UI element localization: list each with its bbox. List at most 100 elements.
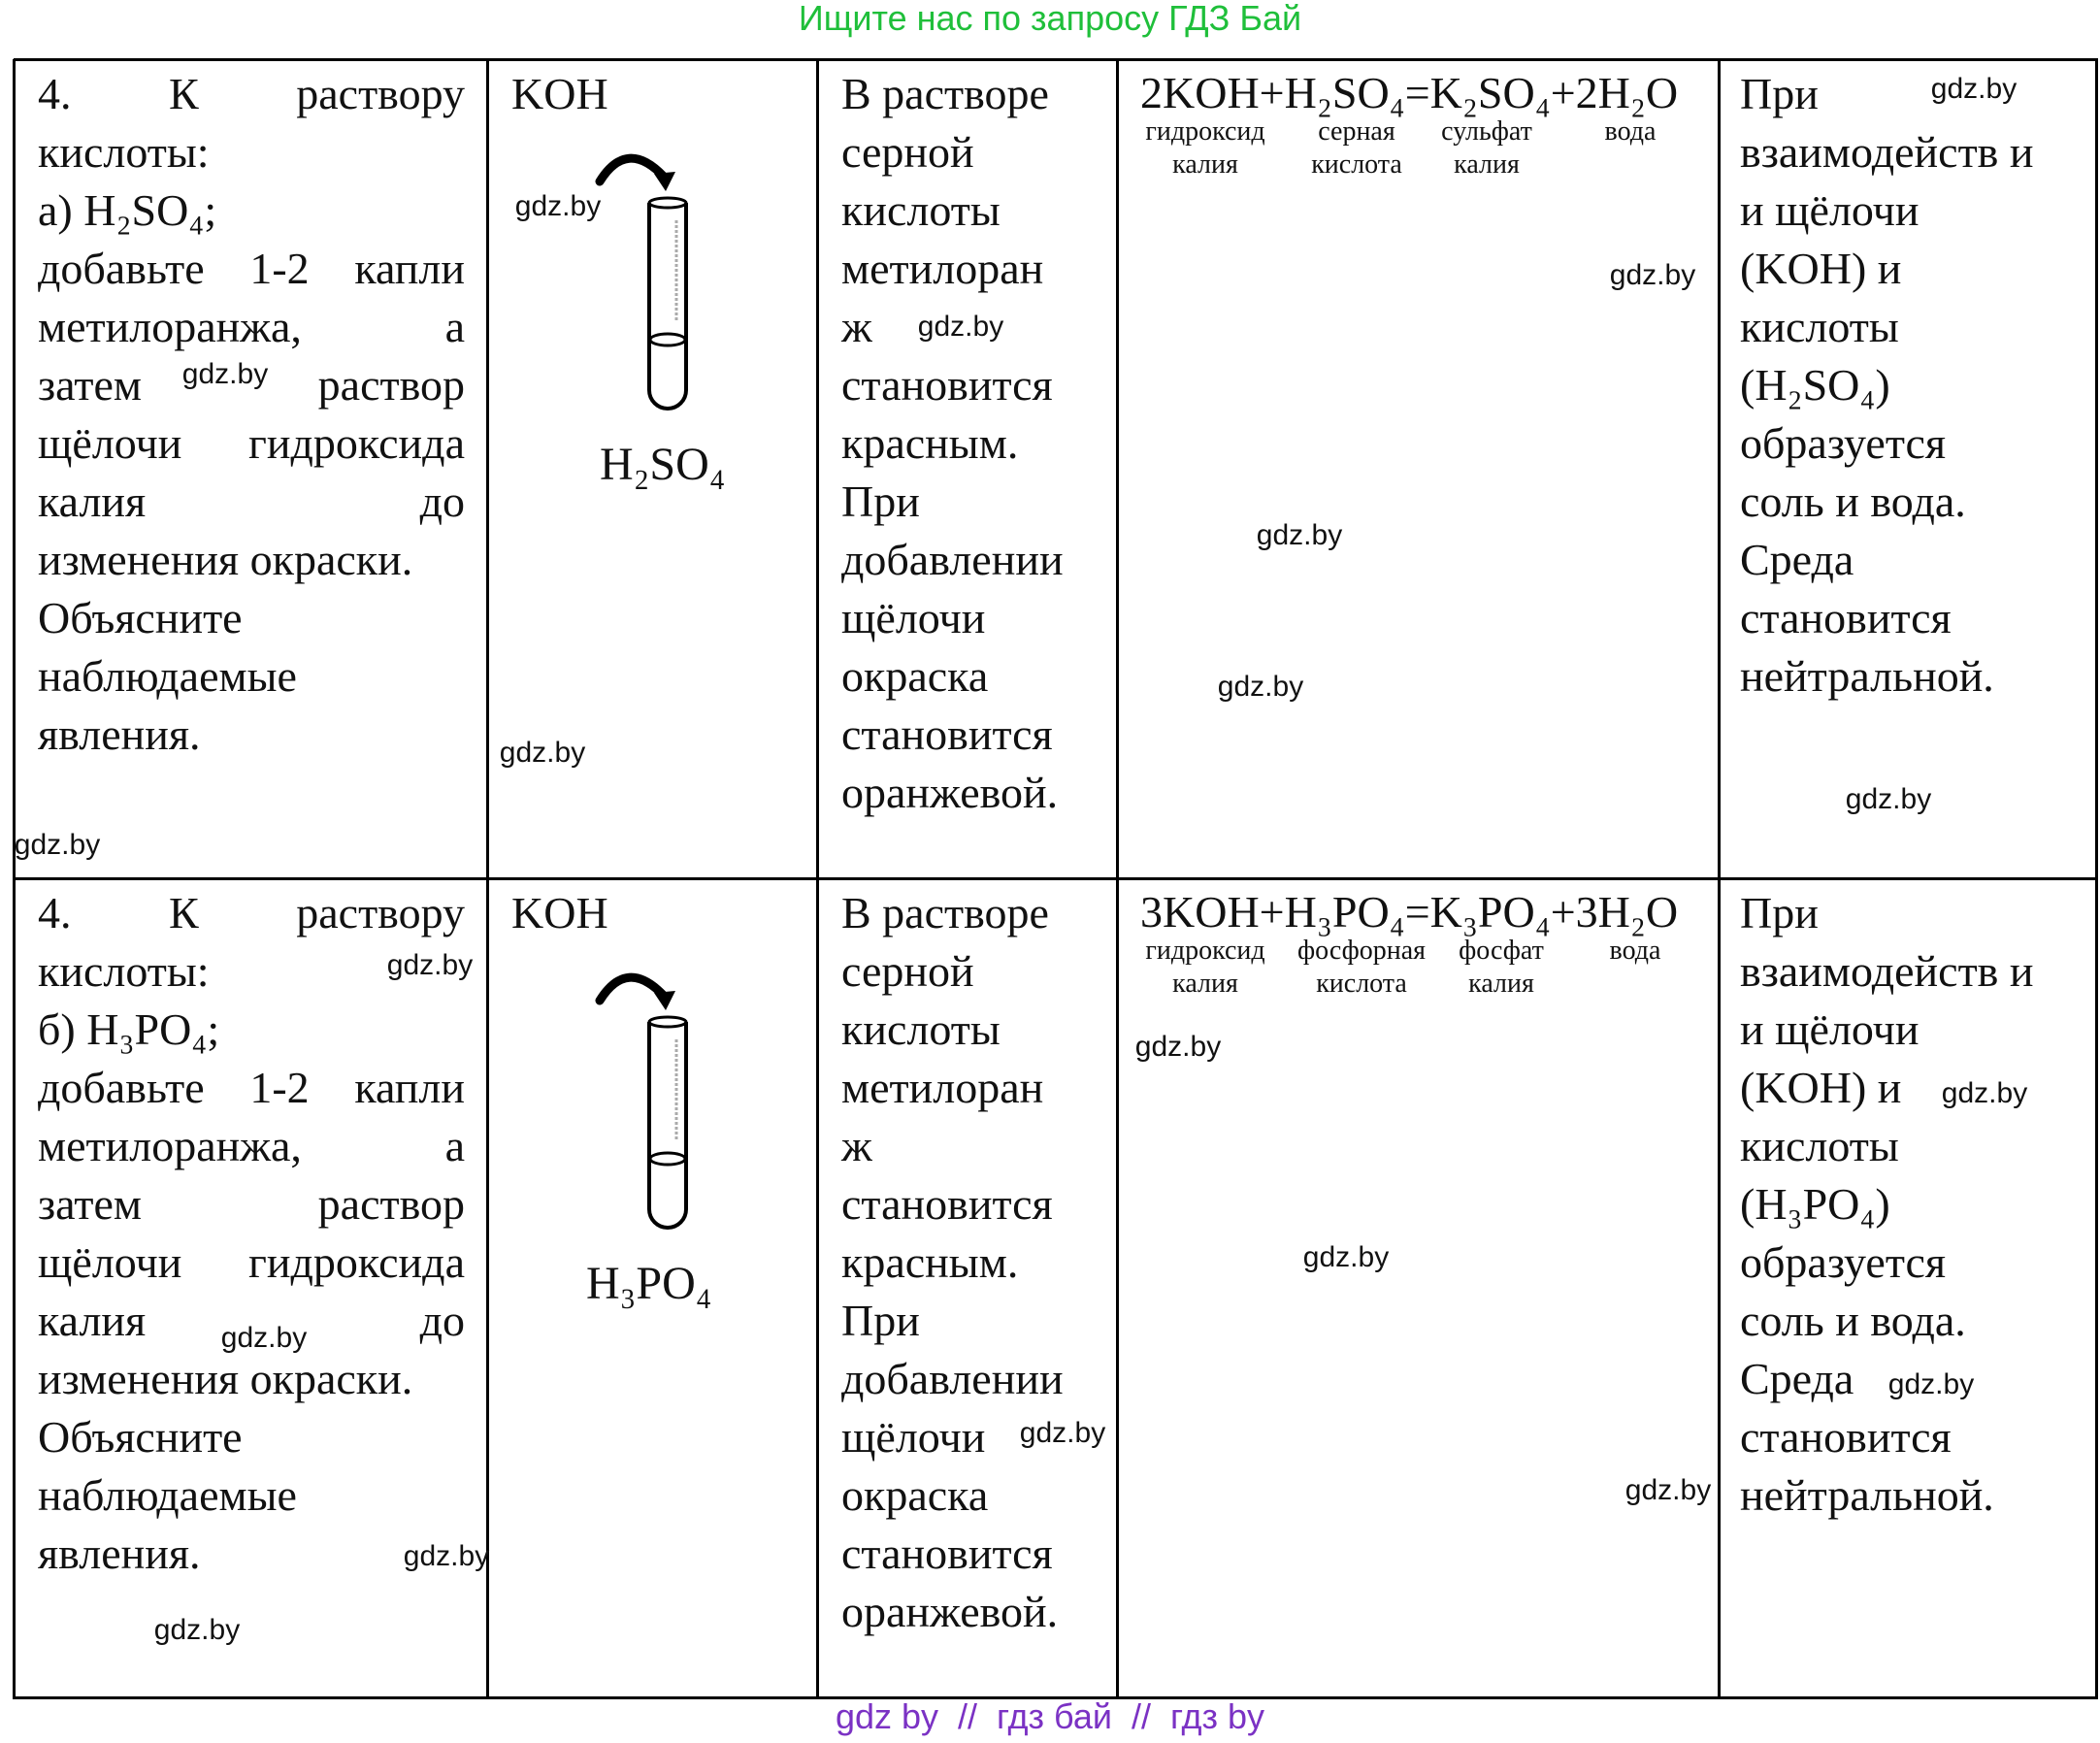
text-line: (KOH) и xyxy=(1740,1063,1902,1112)
text-line: калия до xyxy=(38,473,465,531)
watermark: gdz.by xyxy=(1217,671,1304,703)
watermark: gdz.by xyxy=(1887,1368,1975,1400)
text-line: добавьте 1-2 капли xyxy=(38,240,465,298)
conclusion-cell: При взаимодейств и и щёлочи (KOH) и кислоты (… xyxy=(1740,65,2034,706)
text-line: нейтральной. xyxy=(1740,651,1994,701)
word: раствору xyxy=(296,888,465,937)
equation-label: сульфат xyxy=(1441,116,1532,147)
text-line: кислоты xyxy=(1740,302,1899,351)
text-line: серной xyxy=(841,946,974,996)
column-divider xyxy=(1718,59,1721,1699)
text-line: становится xyxy=(1740,593,1952,642)
reaction-equation: 2KOH+H₂SO₄=K₂SO₄+2H₂O xyxy=(1140,68,1679,117)
watermark: gdz.by xyxy=(499,737,586,769)
word: 4. xyxy=(38,888,72,937)
equation-label: калия xyxy=(1468,969,1534,999)
equation-label: фосфат xyxy=(1459,936,1544,966)
watermark: gdz.by xyxy=(1845,783,1932,815)
text-line: становится xyxy=(841,1529,1053,1578)
table-border-top xyxy=(14,58,2098,61)
watermark: gdz.by xyxy=(917,311,1004,343)
equation-label: фосфорная xyxy=(1296,936,1427,966)
word: затем xyxy=(38,1179,143,1229)
watermark: gdz.by xyxy=(153,1614,241,1646)
text-line: нейтральной. xyxy=(1740,1470,1994,1520)
watermark: gdz.by xyxy=(220,1322,308,1354)
text-line: соль и вода. xyxy=(1740,1296,1966,1345)
column-divider xyxy=(486,59,489,1699)
word: метилоранжа, xyxy=(38,302,302,351)
text-line: а) H₂SO₄; xyxy=(38,185,217,235)
text-line: щёлочи гидроксида xyxy=(38,1233,465,1292)
equation-label: кислота xyxy=(1311,149,1402,180)
text-line: становится xyxy=(841,1179,1053,1229)
word: раствор xyxy=(317,1179,465,1229)
text-line: кислоты xyxy=(841,185,1001,235)
table-border-bottom xyxy=(14,1696,2098,1699)
text-line: метилоран xyxy=(841,1063,1044,1112)
column-divider xyxy=(816,59,819,1699)
text-line: становится xyxy=(841,709,1053,759)
text-line: При xyxy=(841,1296,920,1345)
text-line: и щёлочи xyxy=(1740,1004,1920,1054)
equation-label: калия xyxy=(1172,969,1238,999)
text-line: и щёлочи xyxy=(1740,185,1920,235)
watermark: gdz.by xyxy=(403,1540,490,1572)
text-line: взаимодейств и xyxy=(1740,127,2034,177)
watermark: gdz.by xyxy=(1609,259,1696,291)
text-line: оранжевой. xyxy=(841,1587,1059,1636)
column-divider xyxy=(13,59,16,1699)
text-line: наблюдаемые xyxy=(38,651,297,701)
text-line: щёлочи xyxy=(841,593,986,642)
top-banner: Ищите нас по запросу ГДЗ Бай xyxy=(798,0,1302,38)
observation-cell: В растворе серной кислоты метилоран ж станови… xyxy=(841,65,1064,822)
word: гидроксида xyxy=(248,418,465,468)
text-line: изменения окраски. xyxy=(38,1354,413,1403)
text-line: образуется xyxy=(1740,418,1947,468)
text-line: При xyxy=(841,477,920,526)
observation-cell: В растворе серной кислоты метилоран ж станови… xyxy=(841,884,1064,1641)
text-line: Среда xyxy=(1740,535,1854,584)
reagent-label: KOH xyxy=(511,888,608,937)
text-line: щёлочи гидроксида xyxy=(38,414,465,473)
word: до xyxy=(419,1296,465,1345)
equation-label: вода xyxy=(1604,116,1657,147)
acid-formula: H₂SO₄ xyxy=(600,439,726,490)
text-line: окраска xyxy=(841,651,989,701)
watermark: gdz.by xyxy=(386,949,474,981)
word: капли xyxy=(354,244,465,293)
test-tube-icon xyxy=(595,153,688,411)
text-line: серной xyxy=(841,127,974,177)
text-line: окраска xyxy=(841,1470,989,1520)
equation-label: серная xyxy=(1318,116,1395,147)
equation-label: гидроксид xyxy=(1145,936,1265,966)
word: 1-2 xyxy=(249,1063,310,1112)
text-line: добавьте 1-2 капли xyxy=(38,1059,465,1117)
word: 1-2 xyxy=(249,244,310,293)
text-line: метилоран xyxy=(841,244,1044,293)
conclusion-cell: При взаимодейств и и щёлочи (KOH) и кислоты (… xyxy=(1740,884,2034,1525)
text-line: кислоты xyxy=(841,1004,1001,1054)
word: капли xyxy=(354,1063,465,1112)
equation-label: калия xyxy=(1454,149,1520,180)
text-line: затем раствор xyxy=(38,1175,465,1233)
word: щёлочи xyxy=(38,418,182,468)
text-line: изменения окраски. xyxy=(38,535,413,584)
text-line: ж xyxy=(841,1121,872,1170)
watermark: gdz.by xyxy=(1019,1417,1106,1449)
row-divider xyxy=(14,877,2098,880)
watermark: gdz.by xyxy=(181,358,269,390)
watermark: gdz.by xyxy=(1302,1241,1390,1273)
watermark: gdz.by xyxy=(1134,1031,1222,1063)
watermark: gdz.by xyxy=(1941,1077,2028,1109)
text-line: Среда xyxy=(1740,1354,1854,1403)
text-line: взаимодейств и xyxy=(1740,946,2034,996)
text-line: кислоты: xyxy=(38,946,210,996)
text-line: кислоты xyxy=(1740,1121,1899,1170)
watermark: gdz.by xyxy=(1256,519,1343,551)
text-line: калия до xyxy=(38,1292,465,1350)
